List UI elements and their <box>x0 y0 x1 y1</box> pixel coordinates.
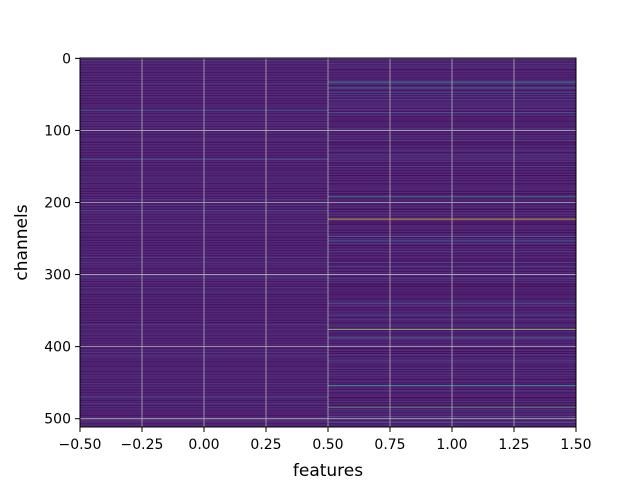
x-tick-label: 0.75 <box>374 437 405 453</box>
x-tick-label: 1.25 <box>498 437 529 453</box>
x-tick-label: 1.00 <box>436 437 467 453</box>
y-tick-label: 300 <box>44 268 71 284</box>
x-tick-label: −0.25 <box>121 437 164 453</box>
x-tick-label: 0.25 <box>250 437 281 453</box>
y-tick-label: 400 <box>44 340 71 356</box>
x-axis-ticks: −0.50 −0.25 0.00 0.25 0.50 0.75 1.00 1.25 1.50 <box>59 427 592 453</box>
x-tick-label: 1.50 <box>560 437 591 453</box>
x-tick-label: 0.50 <box>312 437 343 453</box>
y-axis-label: channels <box>12 204 32 280</box>
x-tick-label: 0.00 <box>188 437 219 453</box>
x-axis-label: features <box>293 461 363 480</box>
y-tick-label: 200 <box>44 196 71 212</box>
y-tick-label: 100 <box>44 123 71 139</box>
y-tick-label: 0 <box>62 51 71 67</box>
x-tick-label: −0.50 <box>59 437 102 453</box>
y-tick-label: 500 <box>44 412 71 428</box>
y-axis-ticks: 0 100 200 300 400 500 <box>44 51 80 428</box>
heatmap-plot-area <box>79 57 577 428</box>
